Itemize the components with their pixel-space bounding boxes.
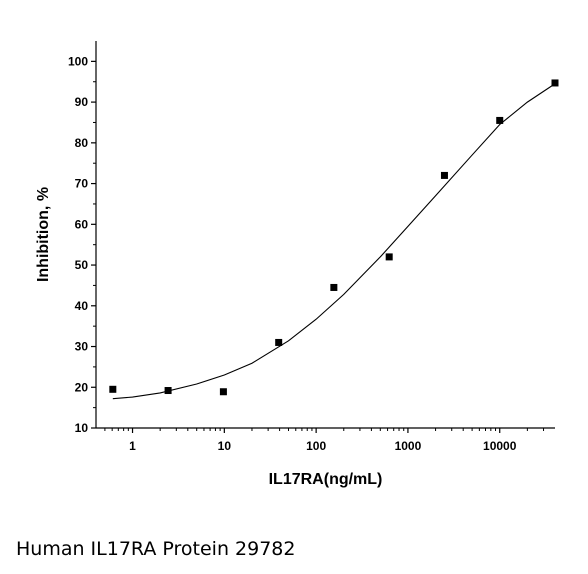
y-tick-label: 60 xyxy=(75,217,89,231)
data-point xyxy=(330,283,338,291)
data-point xyxy=(219,388,227,396)
y-tick-label: 10 xyxy=(75,421,89,435)
y-axis-ticks: 10 20 30 40 50 60 70 80 90 100 xyxy=(68,54,96,435)
y-tick-label: 90 xyxy=(75,95,89,109)
x-axis-ticks: 1 10 100 1000 10000 xyxy=(104,428,545,453)
x-tick-label: 10000 xyxy=(483,439,517,453)
data-point xyxy=(275,338,283,346)
y-tick-label: 40 xyxy=(75,299,89,313)
x-tick-label: 1 xyxy=(129,439,136,453)
x-tick-label: 10 xyxy=(218,439,232,453)
fit-curve xyxy=(112,83,556,400)
data-point xyxy=(385,253,393,261)
x-tick-label: 100 xyxy=(306,439,326,453)
x-axis-title: IL17RA(ng/mL) xyxy=(269,471,383,488)
y-tick-label: 30 xyxy=(75,340,89,354)
fit-curve-layer xyxy=(112,83,556,400)
data-points-layer xyxy=(109,79,559,396)
data-point xyxy=(440,171,448,179)
y-tick-label: 50 xyxy=(75,258,89,272)
y-tick-label: 70 xyxy=(75,177,89,191)
figure-caption: Human IL17RA Protein 29782 xyxy=(16,538,296,560)
data-point xyxy=(109,385,117,393)
y-tick-label: 100 xyxy=(68,54,88,68)
data-point xyxy=(164,387,172,395)
x-tick-label: 1000 xyxy=(395,439,422,453)
data-point xyxy=(551,79,559,87)
plot-axes xyxy=(95,41,555,429)
y-tick-label: 20 xyxy=(75,380,89,394)
y-tick-label: 80 xyxy=(75,136,89,150)
data-point xyxy=(496,116,504,124)
y-axis-title: Inhibition, % xyxy=(35,187,52,282)
